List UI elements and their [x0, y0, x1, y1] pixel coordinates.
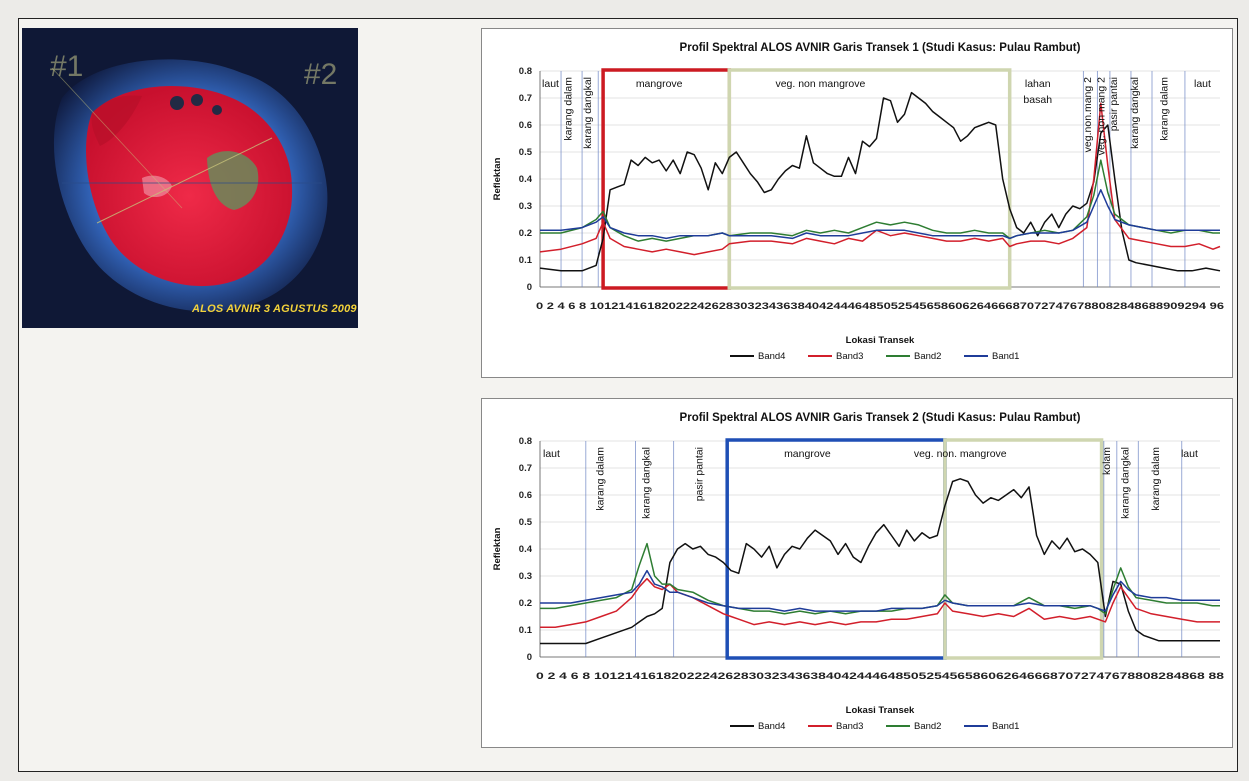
chart-title: Profil Spektral ALOS AVNIR Garis Transek…: [680, 42, 1081, 54]
legend-entry: Band3: [836, 351, 863, 362]
y-tick-label: 0.7: [519, 463, 532, 474]
legend-entry: Band3: [836, 721, 863, 732]
y-tick-label: 0.1: [519, 625, 533, 636]
y-axis-label: Reflektan: [492, 157, 503, 200]
chart-title: Profil Spektral ALOS AVNIR Garis Transek…: [680, 412, 1081, 424]
chart-transect-2: Profil Spektral ALOS AVNIR Garis Transek…: [481, 398, 1233, 748]
y-tick-label: 0.4: [519, 174, 533, 185]
legend-entry: Band2: [914, 351, 941, 362]
legend-entry: Band4: [758, 351, 785, 362]
region-label: karang dangkal: [640, 447, 652, 519]
y-tick-label: 0.8: [519, 66, 532, 77]
y-tick-label: 0.4: [519, 544, 533, 555]
region-label: basah: [1023, 94, 1052, 106]
x-axis-label: Lokasi Transek: [846, 705, 915, 716]
region-label: mangrove: [636, 78, 683, 90]
region-box: [727, 68, 1012, 290]
chart-transect-1: Profil Spektral ALOS AVNIR Garis Transek…: [481, 28, 1233, 378]
y-tick-label: 0.8: [519, 436, 532, 447]
legend-entry: Band1: [992, 721, 1019, 732]
region-label: pasir pantai: [694, 447, 706, 501]
series-line-band4: [539, 91, 1221, 272]
region-label: kolam: [1101, 447, 1113, 475]
region-label: karang dangkal: [582, 77, 594, 149]
region-label: veg. non mangrove: [775, 78, 865, 90]
region-label: karang dalam: [1150, 447, 1162, 511]
region-label: karang dangkal: [1129, 77, 1141, 149]
series-line-band3: [540, 577, 1220, 629]
y-tick-label: 0.2: [519, 228, 532, 239]
x-axis-label: Lokasi Transek: [846, 335, 915, 346]
satellite-caption: ALOS AVNIR 3 AGUSTUS 2009: [192, 303, 357, 315]
y-tick-label: 0.3: [519, 201, 532, 212]
y-tick-label: 0.6: [519, 120, 532, 131]
region-label: laut: [542, 78, 559, 90]
island-map: [22, 28, 358, 328]
region-label: laut: [1181, 448, 1198, 460]
y-axis-label: Reflektan: [492, 527, 503, 570]
legend-entry: Band2: [914, 721, 941, 732]
series-line-band2: [540, 159, 1220, 242]
region-box: [943, 438, 1104, 660]
region-label: laut: [543, 448, 560, 460]
legend-entry: Band1: [992, 351, 1019, 362]
y-tick-label: 0.2: [519, 598, 532, 609]
legend-entry: Band4: [758, 721, 785, 732]
series-line-band3: [539, 102, 1221, 256]
region-label: veg. non. mangrove: [914, 448, 1007, 460]
region-label: veg.non.mang 2: [1082, 77, 1094, 152]
transect-2-mark: #2: [304, 58, 338, 91]
region-label: veg. non mang 2: [1095, 77, 1107, 155]
region-label: pasir pantai: [1108, 77, 1120, 131]
series-line-band2: [540, 542, 1220, 615]
x-tick-labels: 0 2 4 6 8 101214161820222426283032343638…: [536, 671, 1224, 682]
series-line-band1: [540, 569, 1220, 612]
satellite-image: #1 #2 ALOS AVNIR 3 AGUSTUS 2009: [22, 28, 358, 328]
y-tick-label: 0.1: [519, 255, 533, 266]
y-tick-label: 0.5: [519, 147, 533, 158]
region-label: karang dalam: [563, 77, 575, 141]
region-label: karang dalam: [594, 447, 606, 511]
y-tick-label: 0.7: [519, 93, 532, 104]
transect-1-mark: #1: [50, 50, 84, 83]
series-line-band1: [540, 189, 1220, 240]
x-tick-labels: 0 2 4 6 8 101214161820222426283032343638…: [536, 301, 1224, 312]
y-tick-label: 0.5: [519, 517, 533, 528]
y-tick-label: 0: [527, 282, 532, 293]
y-tick-label: 0: [527, 652, 532, 663]
region-label: karang dalam: [1158, 77, 1170, 141]
series-line-band4: [540, 478, 1220, 645]
chart-svg: Profil Spektral ALOS AVNIR Garis Transek…: [492, 412, 1224, 732]
region-label: laut: [1194, 78, 1211, 90]
y-tick-label: 0.6: [519, 490, 532, 501]
region-label: karang dangkal: [1119, 447, 1131, 519]
y-tick-label: 0.3: [519, 571, 532, 582]
region-label: mangrove: [784, 448, 831, 460]
region-label: lahan: [1025, 78, 1051, 90]
chart-svg: Profil Spektral ALOS AVNIR Garis Transek…: [492, 42, 1224, 362]
